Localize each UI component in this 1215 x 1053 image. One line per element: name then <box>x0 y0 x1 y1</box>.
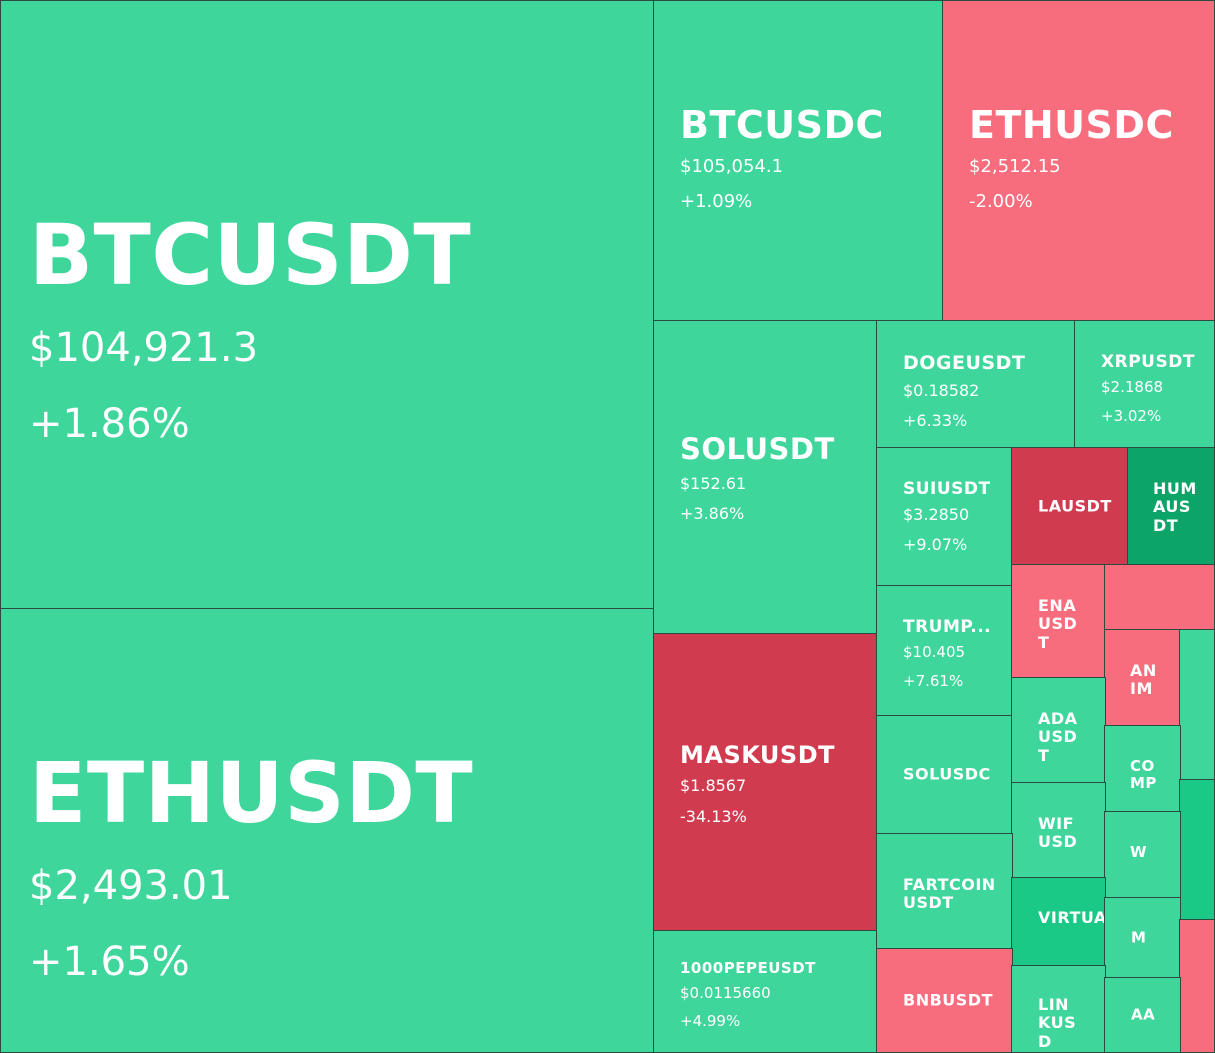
tile-change: -2.00% <box>969 190 1033 212</box>
heatmap-tile-dogeusdt-7[interactable]: DOGEUSDT $0.18582 +6.33% <box>876 320 1076 449</box>
tile-symbol: WIFUSD <box>1038 814 1078 852</box>
heatmap-tile-comp-19[interactable]: COMP <box>1104 725 1181 813</box>
tile-change: -34.13% <box>680 806 747 826</box>
tile-symbol: ADAUSDT <box>1038 709 1078 765</box>
tile-symbol: LINKUSD <box>1038 995 1077 1051</box>
tile-change: +3.86% <box>680 504 745 524</box>
heatmap-tile-btcusdt-0[interactable]: BTCUSDT $104,921.3 +1.86% <box>0 0 655 610</box>
tile-symbol: TRUMP... <box>903 617 992 637</box>
heatmap-tile-bnbusdt-27[interactable]: BNBUSDT <box>876 948 1013 1053</box>
tile-symbol: SOLUSDC <box>903 764 991 784</box>
tile-symbol: VIRTUAL <box>1038 908 1106 927</box>
heatmap-tile-m-25[interactable]: M <box>1104 897 1181 979</box>
heatmap-tile-maskusdt-5[interactable]: MASKUSDT $1.8567 -34.13% <box>653 633 878 932</box>
tile-symbol: ETHUSDT <box>29 744 474 842</box>
heatmap-tile-xrpusdt-8[interactable]: XRPUSDT $2.1868 +3.02% <box>1074 320 1215 449</box>
tile-symbol: DOGEUSDT <box>903 352 1026 374</box>
tile-change: +6.33% <box>903 411 968 431</box>
tile-price: $2.1868 <box>1101 378 1164 397</box>
heatmap-tile-virtual-24[interactable]: VIRTUAL <box>1011 877 1106 967</box>
tile-price: $104,921.3 <box>29 325 259 372</box>
tile-symbol: M <box>1131 928 1147 947</box>
heatmap-tile-unlabeled-20[interactable] <box>1179 779 1215 921</box>
heatmap-tile-unlabeled-16[interactable] <box>1179 629 1215 781</box>
tile-symbol: ETHUSDC <box>969 103 1174 147</box>
tile-symbol: W <box>1130 843 1148 861</box>
tile-symbol: AA <box>1131 1005 1156 1024</box>
heatmap-tile-btcusdc-2[interactable]: BTCUSDC $105,054.1 +1.09% <box>653 0 944 322</box>
heatmap-tile-aa-29[interactable]: AA <box>1104 977 1181 1053</box>
tile-price: $2,512.15 <box>969 156 1061 178</box>
heatmap-tile-wifusd-21[interactable]: WIFUSD <box>1011 782 1106 879</box>
tile-change: +1.86% <box>29 401 190 448</box>
heatmap-tile-enausdt-13[interactable]: ENAUSDT <box>1011 564 1106 679</box>
tile-symbol: COMP <box>1130 757 1157 793</box>
heatmap-tile-unlabeled-26[interactable] <box>1179 919 1215 1053</box>
tile-price: $0.18582 <box>903 380 980 400</box>
heatmap-tile-ethusdt-1[interactable]: ETHUSDT $2,493.01 +1.65% <box>0 608 655 1053</box>
tile-change: +1.65% <box>29 939 190 986</box>
tile-price: $152.61 <box>680 473 747 493</box>
heatmap-tile-1000pepeusdt-6[interactable]: 1000PEPEUSDT $0.0115660 +4.99% <box>653 930 878 1053</box>
tile-change: +7.61% <box>903 671 964 690</box>
tile-symbol: MASKUSDT <box>680 741 835 769</box>
heatmap-tile-lausdt-10[interactable]: LAUSDT <box>1011 447 1129 566</box>
heatmap-tile-ethusdc-3[interactable]: ETHUSDC $2,512.15 -2.00% <box>942 0 1215 322</box>
heatmap-tile-fartcoinusdt-23[interactable]: FARTCOINUSDT <box>876 833 1013 950</box>
heatmap-tile-linkusd-28[interactable]: LINKUSD <box>1011 965 1106 1053</box>
tile-price: $1.8567 <box>680 776 747 796</box>
heatmap-tile-adausdt-18[interactable]: ADAUSDT <box>1011 677 1106 784</box>
tile-symbol: BTCUSDT <box>29 206 472 304</box>
tile-symbol: BTCUSDC <box>680 103 884 147</box>
heatmap-tile-suiusdt-9[interactable]: SUIUSDT $3.2850 +9.07% <box>876 447 1013 587</box>
heatmap-tile-solusdc-17[interactable]: SOLUSDC <box>876 715 1013 835</box>
tile-symbol: LAUSDT <box>1038 496 1112 516</box>
heatmap-tile-anim-15[interactable]: ANIM <box>1104 629 1181 727</box>
tile-symbol: BNBUSDT <box>903 990 993 1010</box>
tile-symbol: XRPUSDT <box>1101 352 1195 372</box>
tile-price: $10.405 <box>903 643 966 662</box>
tile-price: $3.2850 <box>903 505 970 525</box>
tile-change: +3.02% <box>1101 406 1162 425</box>
heatmap-tile-unlabeled-14[interactable] <box>1104 564 1215 631</box>
heatmap-tile-humausdt-11[interactable]: HUMAUSDT <box>1127 447 1215 566</box>
tile-symbol: ENAUSDT <box>1038 596 1078 652</box>
tile-symbol: ANIM <box>1130 661 1157 699</box>
tile-symbol: HUMAUSDT <box>1153 479 1197 535</box>
tile-symbol: SUIUSDT <box>903 479 991 499</box>
tile-symbol: SOLUSDT <box>680 432 835 466</box>
heatmap-tile-solusdt-4[interactable]: SOLUSDT $152.61 +3.86% <box>653 320 878 635</box>
heatmap-tile-trump-12[interactable]: TRUMP... $10.405 +7.61% <box>876 585 1013 717</box>
tile-price: $105,054.1 <box>680 156 784 178</box>
heatmap-tile-w-22[interactable]: W <box>1104 811 1181 899</box>
tile-price: $2,493.01 <box>29 863 233 910</box>
tile-price: $0.0115660 <box>680 983 771 1002</box>
tile-change: +4.99% <box>680 1012 741 1030</box>
tile-symbol: 1000PEPEUSDT <box>680 959 816 977</box>
tile-change: +9.07% <box>903 535 968 555</box>
tile-symbol: FARTCOINUSDT <box>903 875 996 913</box>
tile-change: +1.09% <box>680 190 753 212</box>
